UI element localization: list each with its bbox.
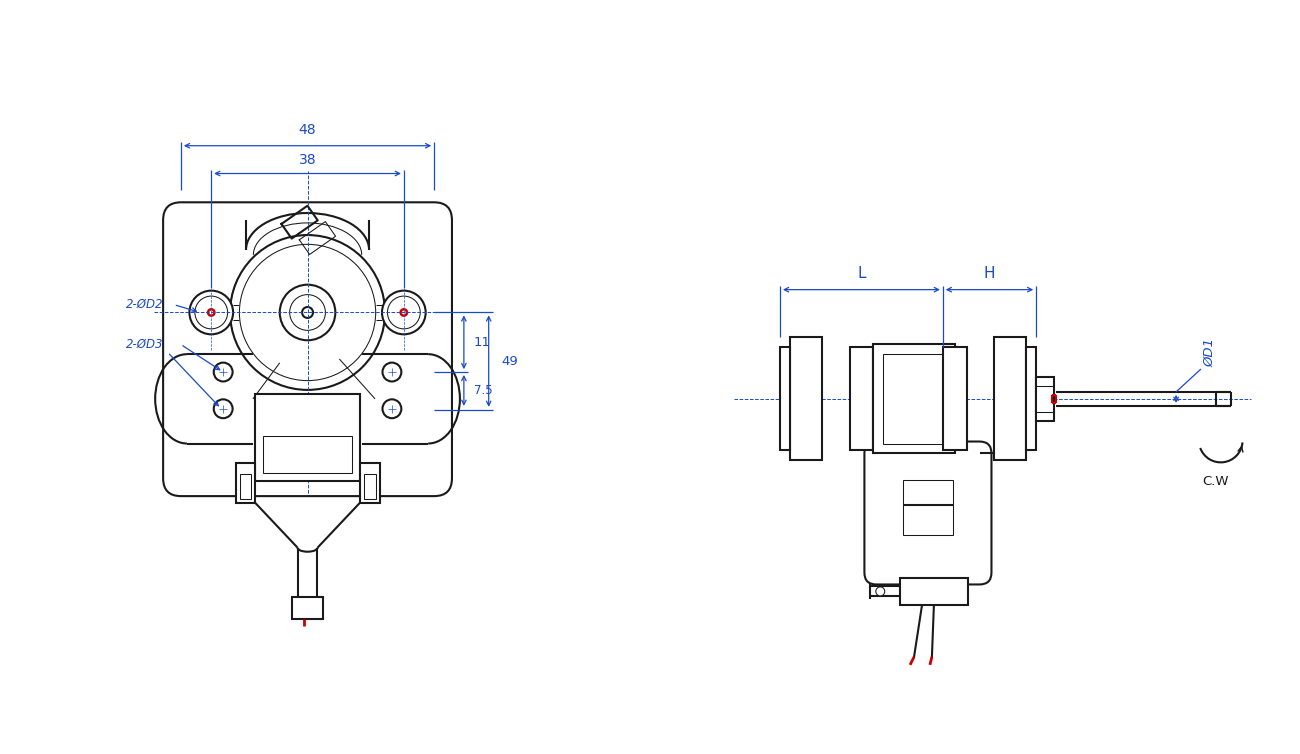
Circle shape [290,295,325,330]
Circle shape [382,400,402,418]
Circle shape [213,400,233,418]
Text: 11: 11 [473,336,491,349]
Bar [994,337,1026,461]
Bar [235,464,255,503]
Bar [903,480,953,535]
Circle shape [230,235,385,390]
FancyBboxPatch shape [864,442,992,584]
Circle shape [382,290,425,334]
Circle shape [239,244,376,381]
Bar [942,348,967,450]
Bar [780,348,790,450]
Circle shape [208,309,214,316]
Text: L: L [857,265,866,280]
Text: 2-ØD3: 2-ØD3 [126,338,164,351]
Text: H: H [984,265,996,280]
Bar [1026,348,1036,450]
Bar [790,337,822,461]
Text: 7.5: 7.5 [473,384,493,397]
Bar [360,464,380,503]
Circle shape [382,363,402,382]
Text: 48: 48 [299,123,316,136]
Bar [364,474,376,499]
Circle shape [190,290,233,334]
FancyBboxPatch shape [162,202,452,496]
Bar [255,394,360,481]
Bar [874,345,954,453]
Text: C.W: C.W [1202,475,1228,489]
Bar [849,348,874,450]
Text: 49: 49 [502,354,519,368]
Bar [264,436,352,474]
Bar [291,597,324,619]
Circle shape [195,296,228,329]
Text: ØD1: ØD1 [1202,338,1216,367]
Text: 38: 38 [299,152,316,167]
Circle shape [876,587,885,596]
Circle shape [400,309,407,316]
Circle shape [213,363,233,382]
Bar [1036,377,1054,421]
Circle shape [280,285,335,340]
Bar [900,578,967,605]
Text: 2-ØD2: 2-ØD2 [126,298,164,311]
Circle shape [387,296,420,329]
Bar [883,354,945,443]
Circle shape [302,307,313,318]
Bar [239,474,251,499]
